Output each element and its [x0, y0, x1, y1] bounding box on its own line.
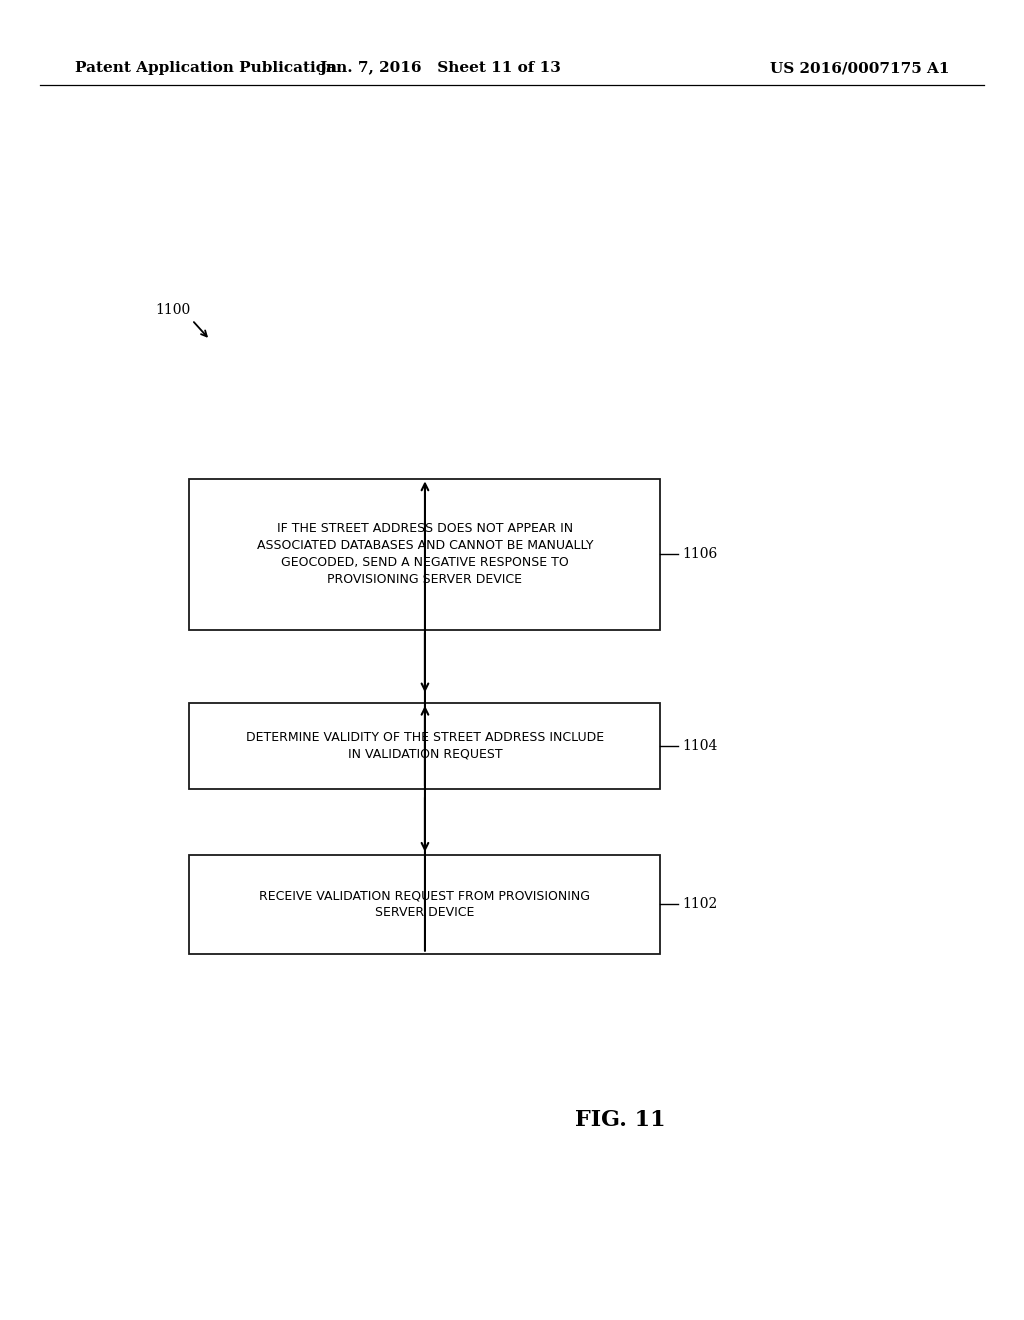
Text: FIG. 11: FIG. 11 — [574, 1109, 666, 1131]
Bar — [189, 479, 660, 630]
Text: 1100: 1100 — [155, 304, 190, 317]
Text: IF THE STREET ADDRESS DOES NOT APPEAR IN
ASSOCIATED DATABASES AND CANNOT BE MANU: IF THE STREET ADDRESS DOES NOT APPEAR IN… — [257, 523, 593, 586]
Text: RECEIVE VALIDATION REQUEST FROM PROVISIONING
SERVER DEVICE: RECEIVE VALIDATION REQUEST FROM PROVISIO… — [259, 890, 591, 919]
Text: DETERMINE VALIDITY OF THE STREET ADDRESS INCLUDE
IN VALIDATION REQUEST: DETERMINE VALIDITY OF THE STREET ADDRESS… — [246, 731, 604, 760]
Bar — [189, 702, 660, 788]
Text: 1106: 1106 — [682, 548, 718, 561]
Text: Jan. 7, 2016   Sheet 11 of 13: Jan. 7, 2016 Sheet 11 of 13 — [319, 61, 561, 75]
Text: 1102: 1102 — [682, 898, 718, 911]
Text: Patent Application Publication: Patent Application Publication — [75, 61, 337, 75]
Text: US 2016/0007175 A1: US 2016/0007175 A1 — [770, 61, 950, 75]
Bar — [189, 855, 660, 953]
Text: 1104: 1104 — [682, 739, 718, 752]
